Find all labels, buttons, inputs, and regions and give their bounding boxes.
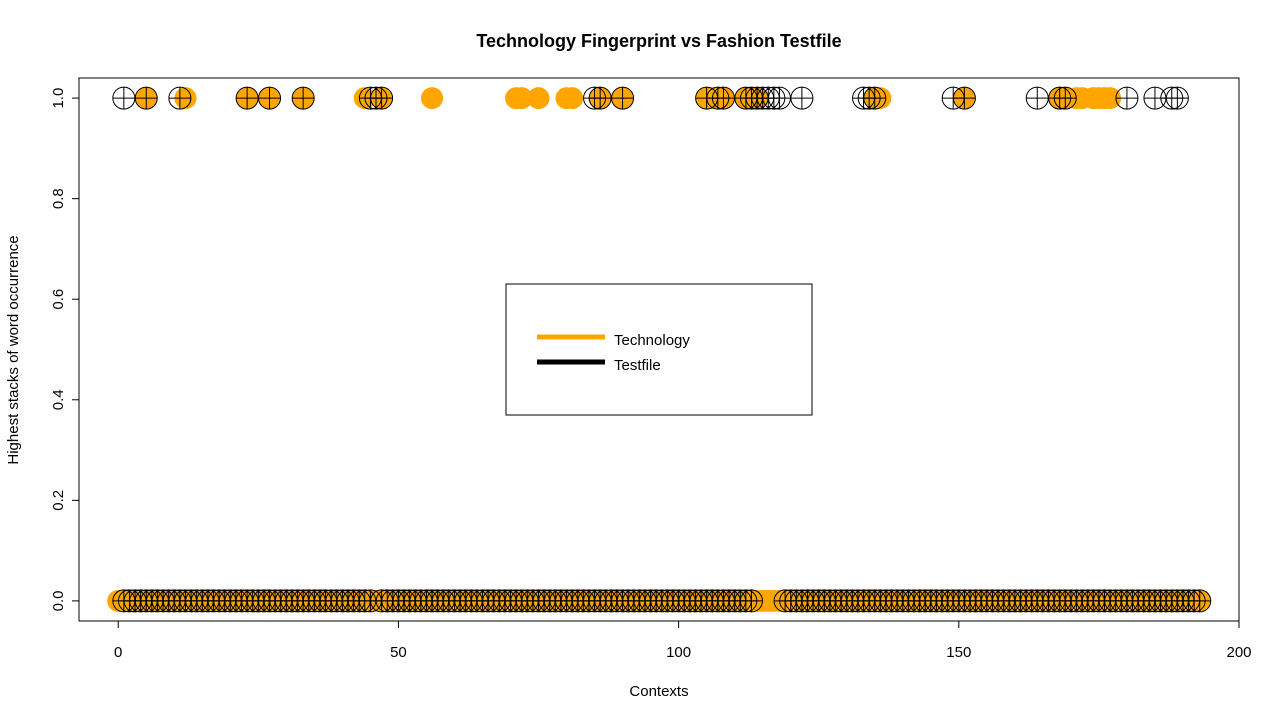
testfile-point (1165, 86, 1189, 110)
testfile-point (112, 86, 136, 110)
testfile-point (235, 86, 259, 110)
y-tick-label: 0.8 (50, 188, 67, 209)
legend: Technology Testfile (505, 283, 813, 416)
x-axis: 0 50 100 150 200 (114, 620, 1252, 661)
technology-point (527, 87, 550, 110)
testfile-point (1053, 86, 1077, 110)
x-tick-label: 100 (666, 644, 691, 661)
testfile-point (1025, 86, 1049, 110)
x-tick-label: 150 (946, 644, 971, 661)
legend-label-technology: Technology (614, 332, 690, 349)
technology-point (510, 87, 533, 110)
testfile-point (1115, 86, 1139, 110)
testfile-point (258, 86, 282, 110)
y-axis-label: Highest stacks of word occurrence (5, 235, 22, 464)
testfile-point (739, 589, 763, 613)
x-axis-label: Contexts (629, 683, 688, 700)
testfile-point (1188, 589, 1212, 613)
x-tick-label: 0 (114, 644, 122, 661)
testfile-point (611, 86, 635, 110)
y-tick-label: 0.0 (50, 590, 67, 611)
testfile-point (863, 86, 887, 110)
y-tick-label: 0.4 (50, 389, 67, 410)
data-points (107, 86, 1212, 613)
y-tick-label: 0.2 (50, 490, 67, 511)
technology-point (421, 87, 444, 110)
testfile-point (790, 86, 814, 110)
legend-label-testfile: Testfile (614, 357, 661, 374)
y-tick-label: 1.0 (50, 88, 67, 109)
y-tick-label: 0.6 (50, 289, 67, 310)
testfile-point (134, 86, 158, 110)
testfile-point (168, 86, 192, 110)
legend-box (505, 283, 813, 416)
x-tick-label: 200 (1226, 644, 1251, 661)
testfile-point (370, 86, 394, 110)
testfile-point (952, 86, 976, 110)
technology-point (1099, 87, 1122, 110)
testfile-point (711, 86, 735, 110)
x-tick-label: 50 (390, 644, 407, 661)
chart-title: Technology Fingerprint vs Fashion Testfi… (476, 31, 841, 51)
testfile-point (767, 86, 791, 110)
testfile-point (291, 86, 315, 110)
testfile-point (588, 86, 612, 110)
y-axis: 0.0 0.2 0.4 0.6 0.8 1.0 (50, 88, 80, 611)
technology-point (561, 87, 584, 110)
